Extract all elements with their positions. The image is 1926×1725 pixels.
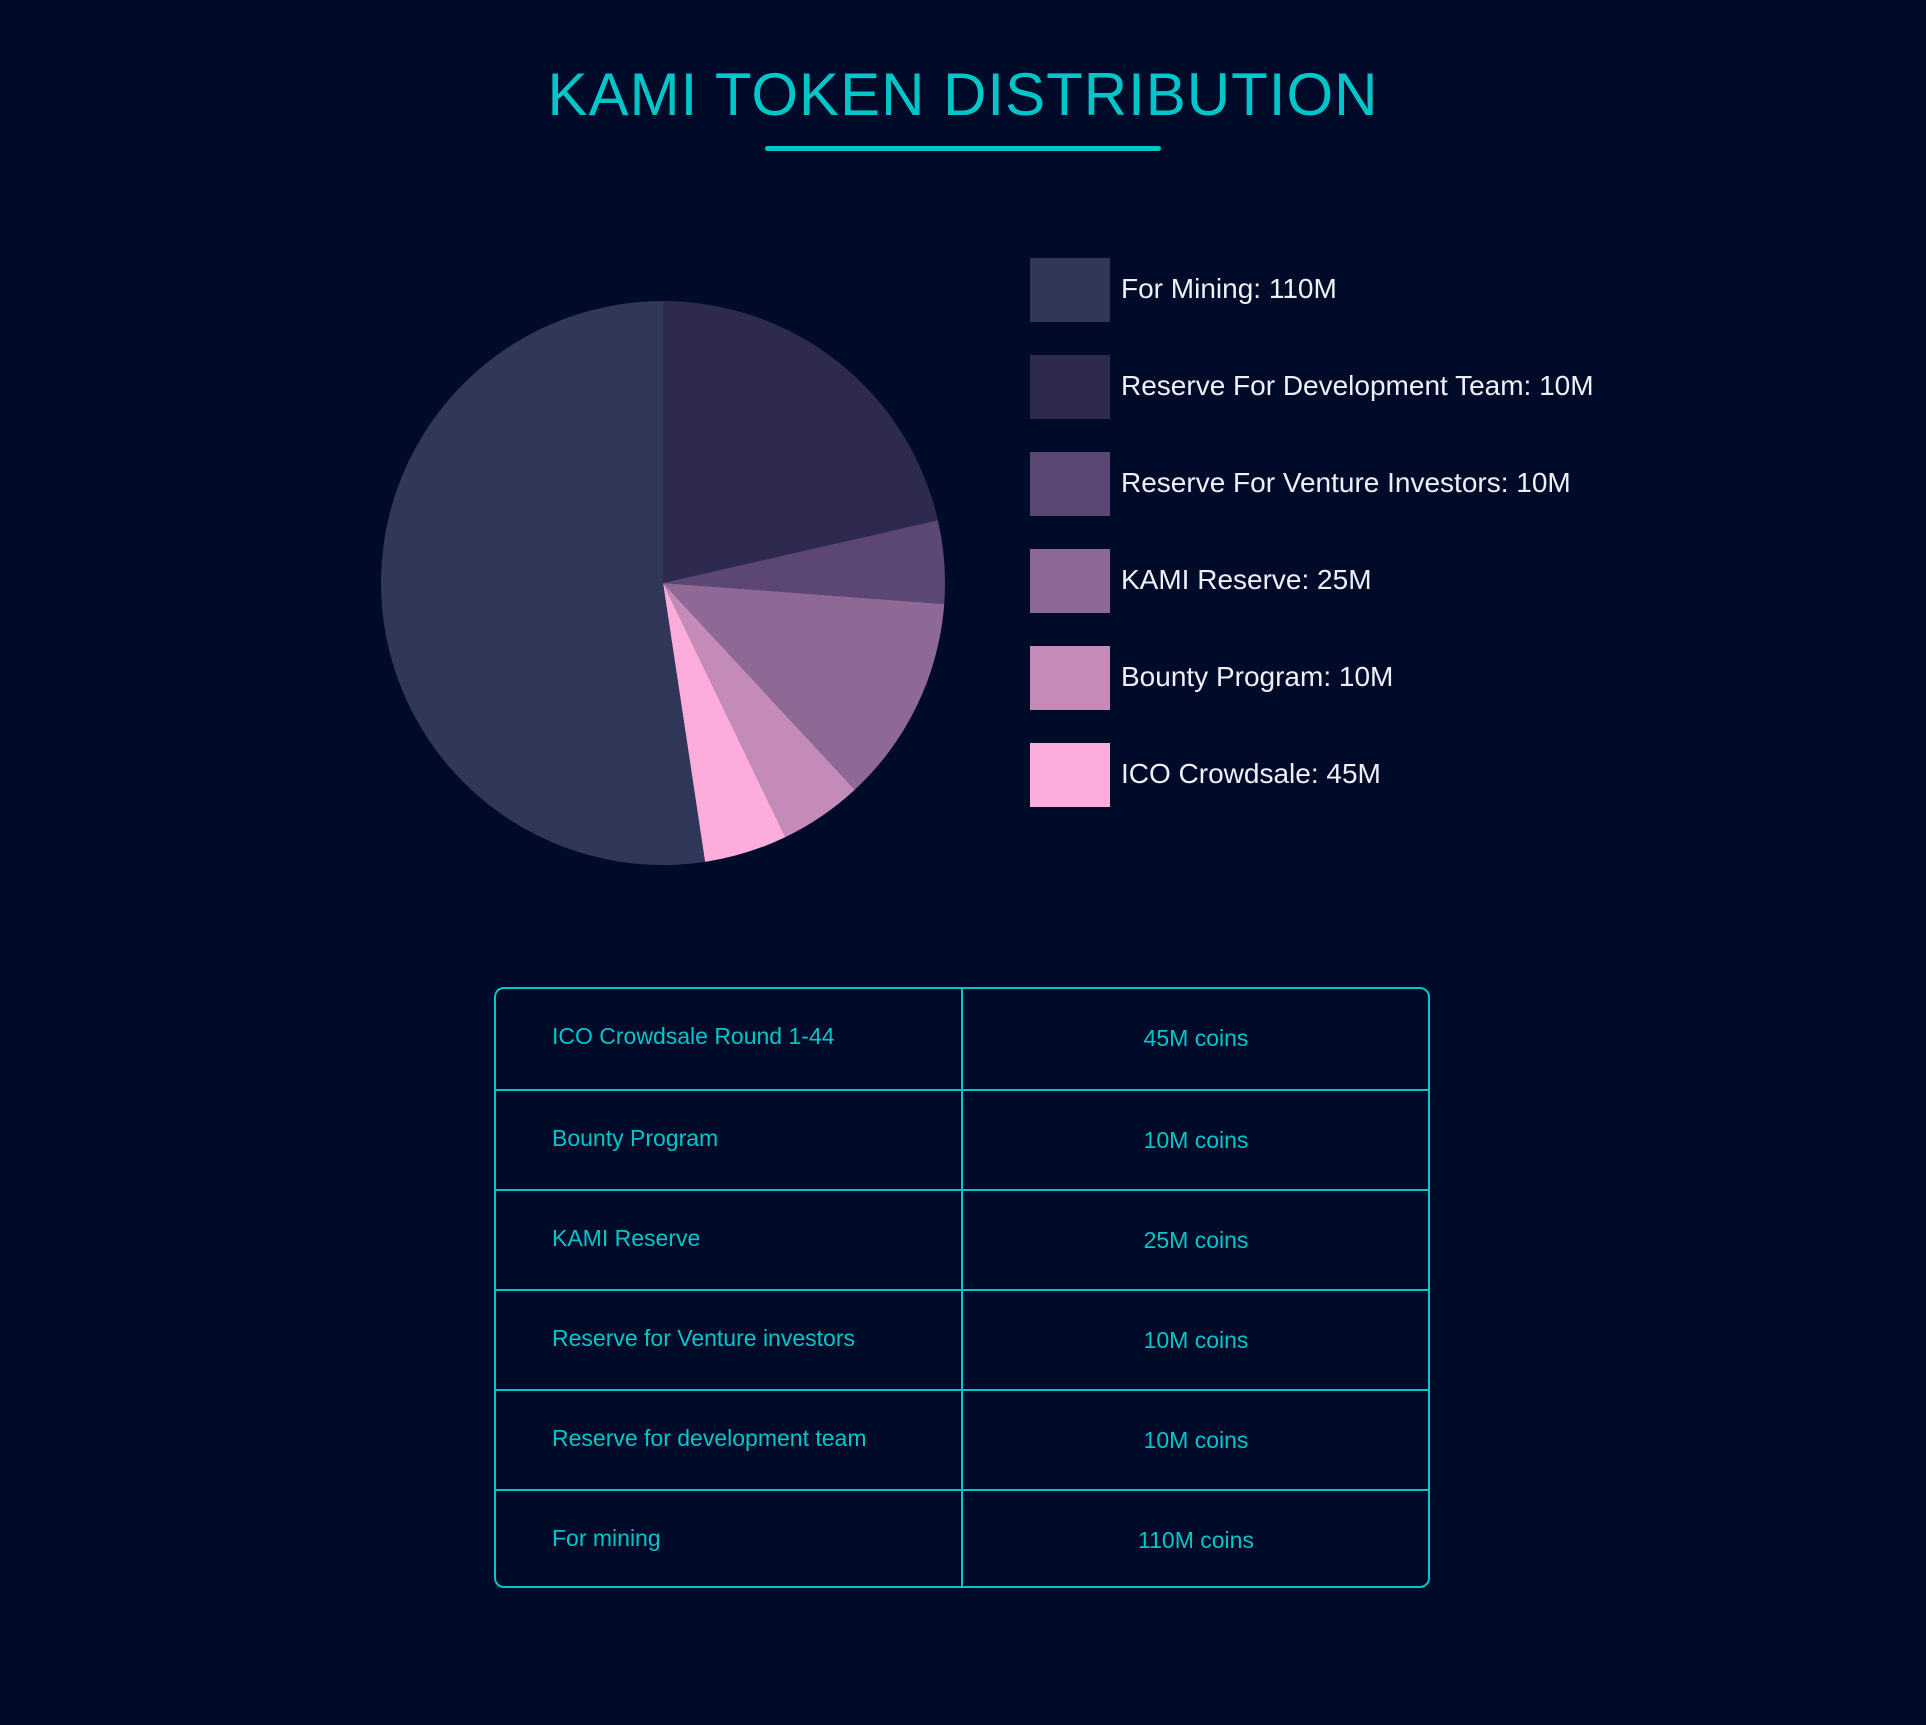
row-amount: 10M coins <box>1143 1127 1249 1153</box>
legend-swatch <box>1030 452 1110 516</box>
table-row: Reserve for development team 10M coins <box>496 1389 1428 1489</box>
row-amount: 110M coins <box>1138 1527 1254 1553</box>
row-amount: 45M coins <box>1143 1025 1249 1051</box>
table-row: Bounty Program 10M coins <box>496 1089 1428 1189</box>
legend-label: KAMI Reserve: 25M <box>1121 564 1372 595</box>
row-name: Reserve for Venture investors <box>552 1325 855 1351</box>
pie-slice <box>663 301 938 583</box>
row-name: Reserve for development team <box>552 1425 867 1451</box>
legend-swatch <box>1030 355 1110 419</box>
column-divider <box>961 1291 963 1389</box>
legend-label: ICO Crowdsale: 45M <box>1121 758 1381 789</box>
row-name: ICO Crowdsale Round 1-44 <box>552 1023 835 1049</box>
legend-swatch <box>1030 743 1110 807</box>
distribution-table: ICO Crowdsale Round 1-44 45M coins Bounty … <box>494 987 1430 1588</box>
pie-chart <box>380 301 945 865</box>
pie-slice <box>663 583 945 790</box>
pie-slice <box>380 301 706 865</box>
legend-swatch <box>1030 258 1110 322</box>
pie-slice <box>663 583 786 862</box>
column-divider <box>961 1091 963 1189</box>
table-row: Reserve for Venture investors 10M coins <box>496 1289 1428 1389</box>
column-divider <box>961 989 963 1089</box>
table-row: KAMI Reserve 25M coins <box>496 1189 1428 1289</box>
legend-label: For Mining: 110M <box>1121 273 1337 304</box>
legend-swatch <box>1030 549 1110 613</box>
row-name: Bounty Program <box>552 1125 719 1151</box>
legend-label: Reserve For Venture Investors: 10M <box>1121 467 1571 498</box>
column-divider <box>961 1391 963 1489</box>
legend-label: Reserve For Development Team: 10M <box>1121 370 1594 401</box>
legend-swatch <box>1030 646 1110 710</box>
row-name: For mining <box>552 1525 661 1551</box>
page-title: KAMI TOKEN DISTRIBUTION <box>547 61 1379 128</box>
pie-slice <box>663 520 945 605</box>
column-divider <box>961 1191 963 1289</box>
table-row: For mining 110M coins <box>496 1489 1428 1586</box>
row-name: KAMI Reserve <box>552 1225 701 1251</box>
row-amount: 25M coins <box>1143 1227 1249 1253</box>
column-divider <box>961 1491 963 1586</box>
pie-slice <box>663 583 855 838</box>
title-underline <box>765 146 1161 151</box>
table-row: ICO Crowdsale Round 1-44 45M coins <box>496 989 1428 1089</box>
row-amount: 10M coins <box>1143 1427 1249 1453</box>
row-amount: 10M coins <box>1143 1327 1249 1353</box>
legend-label: Bounty Program: 10M <box>1121 661 1394 692</box>
